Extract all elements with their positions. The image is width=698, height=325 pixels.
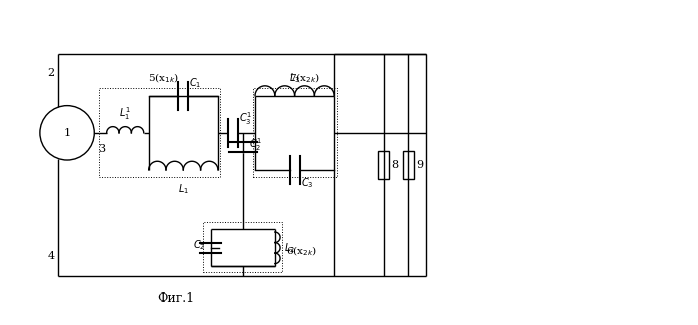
Text: $L_3$: $L_3$ bbox=[289, 71, 300, 85]
Text: Фиг.1: Фиг.1 bbox=[157, 292, 195, 305]
Text: $C_3^1$: $C_3^1$ bbox=[239, 110, 252, 127]
Text: $C_1$: $C_1$ bbox=[189, 76, 202, 90]
Text: $L_1$: $L_1$ bbox=[178, 182, 189, 196]
Text: 8: 8 bbox=[391, 160, 398, 170]
Bar bbox=[203, 222, 282, 272]
Bar bbox=[253, 88, 336, 177]
Bar bbox=[99, 88, 221, 177]
Text: 4: 4 bbox=[47, 252, 54, 262]
Text: 1: 1 bbox=[64, 128, 70, 138]
Text: $C_3$: $C_3$ bbox=[301, 176, 313, 190]
Bar bbox=[378, 151, 389, 178]
Text: 5(x$_{1k}$): 5(x$_{1k}$) bbox=[148, 71, 179, 85]
Text: $C_2$: $C_2$ bbox=[193, 239, 205, 252]
Text: 7(x$_{2k}$): 7(x$_{2k}$) bbox=[289, 71, 320, 85]
Text: $L_2$: $L_2$ bbox=[283, 241, 295, 255]
Text: 3: 3 bbox=[98, 144, 105, 154]
Bar bbox=[403, 151, 414, 178]
Text: $L_1^1$: $L_1^1$ bbox=[119, 105, 131, 122]
Text: $C_2^1$: $C_2^1$ bbox=[248, 136, 262, 153]
Text: 6(x$_{2k}$): 6(x$_{2k}$) bbox=[286, 245, 318, 258]
Text: 2: 2 bbox=[47, 69, 54, 78]
Text: 9: 9 bbox=[416, 160, 423, 170]
